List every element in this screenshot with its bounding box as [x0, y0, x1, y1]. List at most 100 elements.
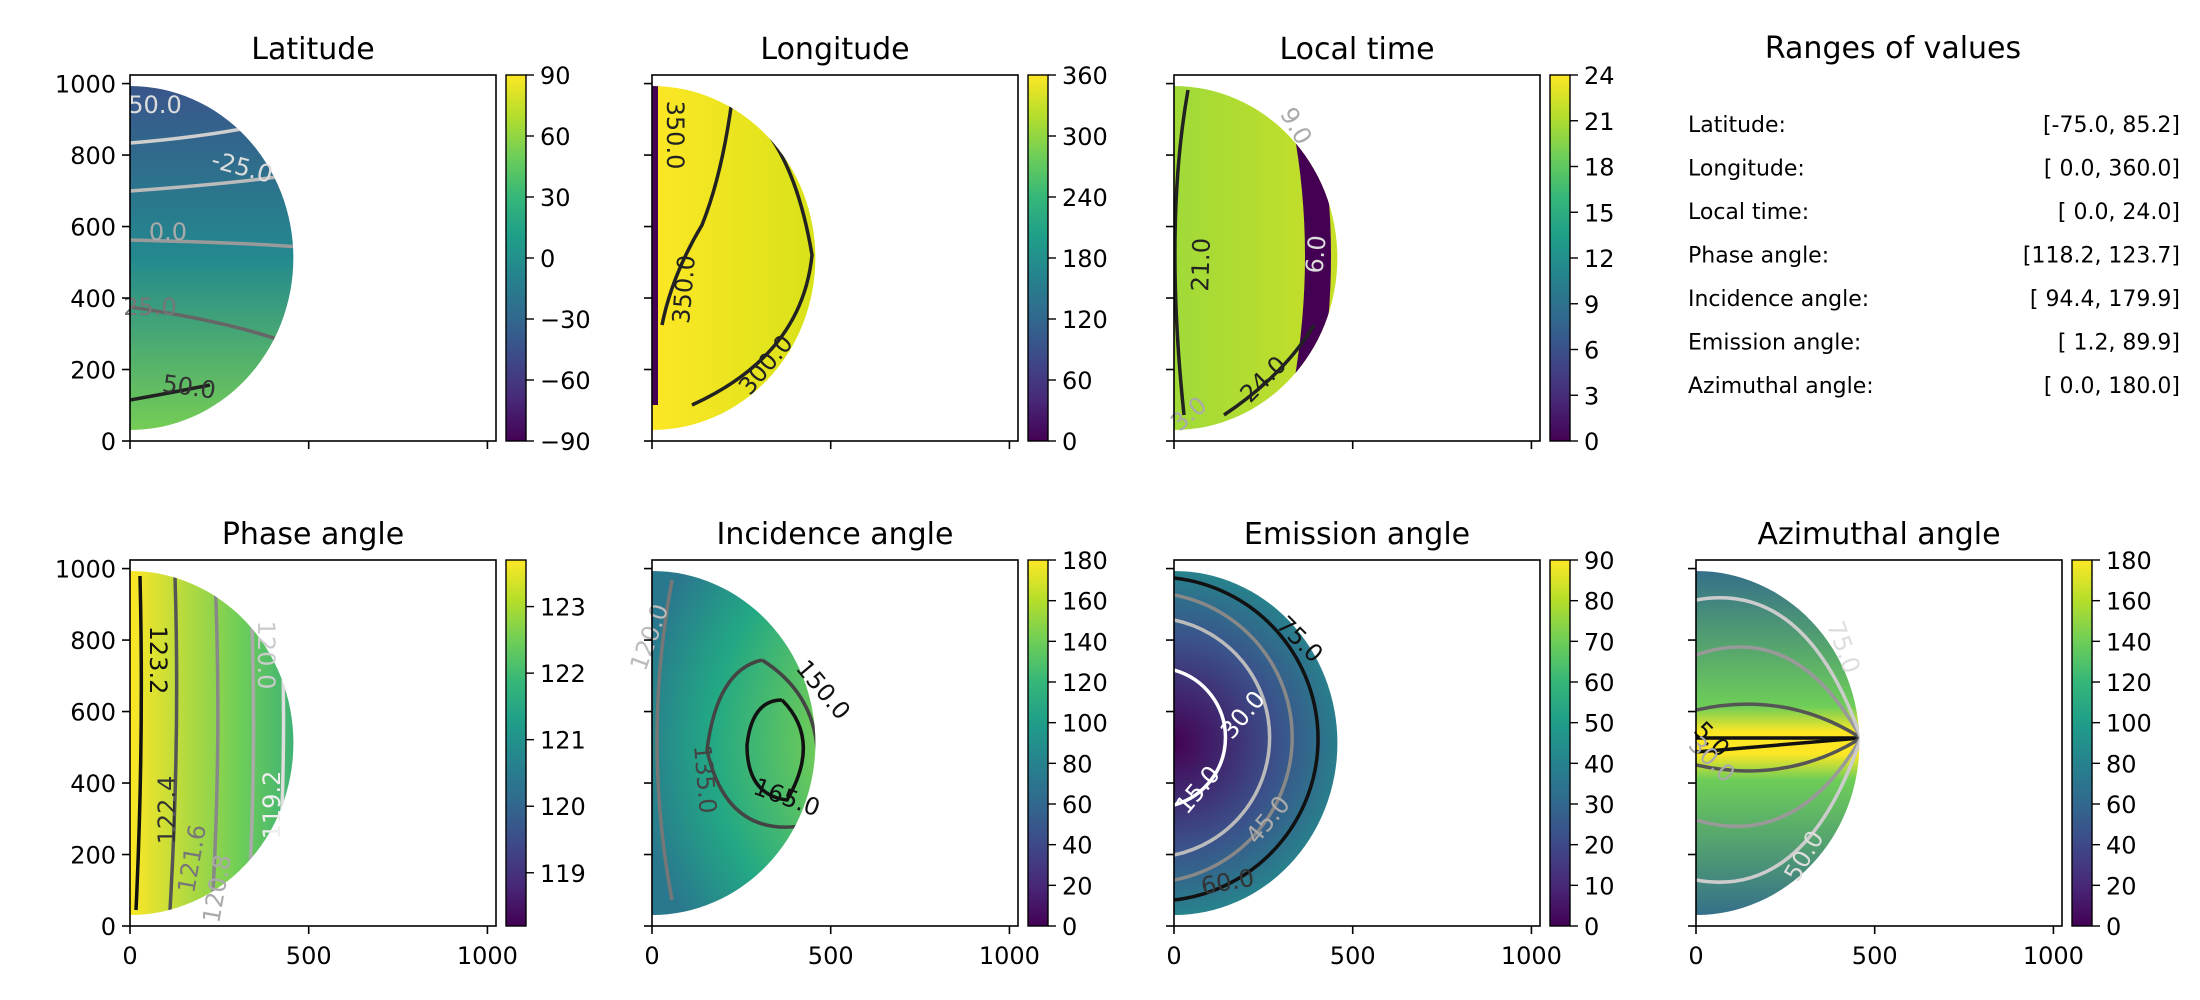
colorbar-tick-label: 240: [1062, 184, 1108, 212]
contour-line: [1223, 324, 1316, 417]
y-axis: [1166, 567, 1174, 927]
contour-label: 135.0: [688, 744, 722, 815]
colorbar-gradient: [1549, 74, 1571, 442]
y-tick-label: 800: [70, 627, 116, 655]
contour-line: [655, 579, 674, 901]
table-row-label: Latitude:: [1688, 113, 1786, 138]
colorbar-tick-label: 60: [1062, 791, 1093, 819]
y-tick-label: 0: [101, 428, 116, 456]
colorbar-tick-label: 80: [1062, 750, 1093, 778]
contours: [1174, 576, 1320, 902]
colorbar-tick-label: 160: [2106, 588, 2152, 616]
table-row-value: [ 0.0, 180.0]: [2044, 374, 2180, 399]
colorbar-tick-label: 0: [1062, 428, 1077, 456]
colorbar-tick-label: 60: [540, 123, 571, 151]
contours: [1696, 596, 1860, 884]
colorbar-tick-label: 90: [1584, 547, 1615, 575]
axes-frame: [1695, 559, 2063, 927]
contour-label: 25.0: [123, 293, 176, 321]
colorbar-tick-label: 180: [2106, 547, 2152, 575]
table-row-value: [-75.0, 85.2]: [2043, 113, 2180, 138]
colorbar: 24 21 18 15 12 9 6 3 0: [1549, 62, 1615, 456]
colorbar-gradient: [2071, 559, 2093, 927]
panel-title: Azimuthal angle: [1757, 517, 2000, 552]
x-axis: 0 500 1000: [644, 926, 1040, 970]
contour-line: [130, 238, 294, 249]
contour-label: 119.2: [258, 771, 286, 840]
colorbar-tick-label: 40: [1062, 832, 1093, 860]
x-tick-label: 0: [1166, 942, 1181, 970]
y-tick-label: 0: [101, 913, 116, 941]
colorbar-tick-label: −60: [540, 367, 591, 395]
x-axis: 0 500 1000: [1688, 926, 2084, 970]
axes-frame: [651, 74, 1019, 442]
colorbar-tick-label: 100: [2106, 710, 2152, 738]
contour-line: [1174, 668, 1228, 807]
y-axis: [644, 82, 652, 442]
x-tick-label: 500: [286, 942, 332, 970]
colorbar-tick-label: 122: [540, 660, 586, 688]
colorbar-tick-label: 180: [1062, 547, 1108, 575]
x-tick-label: 1000: [979, 942, 1040, 970]
colorbar-tick-label: 360: [1062, 62, 1108, 90]
colorbar-tick-label: 0: [1062, 913, 1077, 941]
colorbar-tick-label: 6: [1584, 337, 1599, 365]
panel-title: Emission angle: [1244, 517, 1470, 552]
colorbar-tick-label: 180: [1062, 245, 1108, 273]
colorbar-tick-label: 123: [540, 594, 586, 622]
x-tick-label: 0: [122, 942, 137, 970]
panel-title: Incidence angle: [717, 517, 954, 552]
colorbar-tick-label: 90: [540, 62, 571, 90]
x-tick-label: 1000: [457, 942, 518, 970]
table-row-label: Incidence angle:: [1688, 287, 1869, 312]
colorbar-gradient: [1027, 74, 1049, 442]
x-tick-label: 500: [808, 942, 854, 970]
colorbar-gradient: [505, 74, 527, 442]
y-tick-label: 200: [70, 842, 116, 870]
contour-line: [130, 305, 281, 342]
colorbar-tick-label: 160: [1062, 588, 1108, 616]
contour-label: 50.0: [128, 91, 181, 119]
table-row-label: Azimuthal angle:: [1688, 374, 1874, 399]
contour-label: 21.0: [1186, 238, 1216, 292]
y-axis: [1688, 567, 1696, 927]
x-axis: 0 500 1000: [1166, 926, 1562, 970]
axes-frame: [129, 559, 497, 927]
table-row-label: Local time:: [1688, 200, 1809, 225]
colorbar-tick-label: 3: [1584, 382, 1599, 410]
x-tick-label: 1000: [1501, 942, 1562, 970]
y-axis: 0 200 400 600 800 1000: [55, 556, 130, 941]
colorbar-tick-label: 10: [1584, 872, 1615, 900]
colorbar-gradient: [1027, 559, 1049, 927]
colorbar-tick-label: 40: [2106, 832, 2137, 860]
colorbar-tick-label: 24: [1584, 62, 1615, 90]
axes-frame: [1173, 74, 1541, 442]
colorbar-tick-label: 50: [1584, 710, 1615, 738]
contour-label: 6.0: [1300, 234, 1331, 274]
colorbar-tick-label: 20: [2106, 872, 2137, 900]
contour-line: [1174, 618, 1272, 857]
table-row-value: [ 0.0, 24.0]: [2058, 200, 2180, 225]
colorbar-tick-label: 0: [2106, 913, 2121, 941]
x-axis: 0 500 1000: [122, 926, 518, 970]
colorbar-tick-label: 60: [2106, 791, 2137, 819]
contour-label: 0.0: [149, 218, 187, 246]
table-row-value: [ 1.2, 89.9]: [2058, 331, 2180, 356]
colorbar-tick-label: 121: [540, 727, 586, 755]
x-axis: [651, 441, 1011, 449]
contour-line: [1696, 702, 1860, 773]
contour-line: [1696, 736, 1860, 754]
colorbar: 180 160 140 120 100 80 60 40 20 0: [1027, 547, 1108, 941]
contour-line: [1696, 596, 1860, 884]
y-tick-label: 200: [70, 357, 116, 385]
panel-title: Local time: [1279, 32, 1434, 67]
contour-label: 120.0: [252, 621, 280, 690]
colorbar-tick-label: 120: [1062, 306, 1108, 334]
colorbar-tick-label: −30: [540, 306, 591, 334]
y-tick-label: 1000: [55, 556, 116, 584]
table-row-label: Longitude:: [1688, 157, 1805, 182]
panel-phase-angle: Phase angle123.2122.4121.6120.8120.0119.…: [55, 517, 586, 970]
contour-line: [1174, 89, 1190, 416]
